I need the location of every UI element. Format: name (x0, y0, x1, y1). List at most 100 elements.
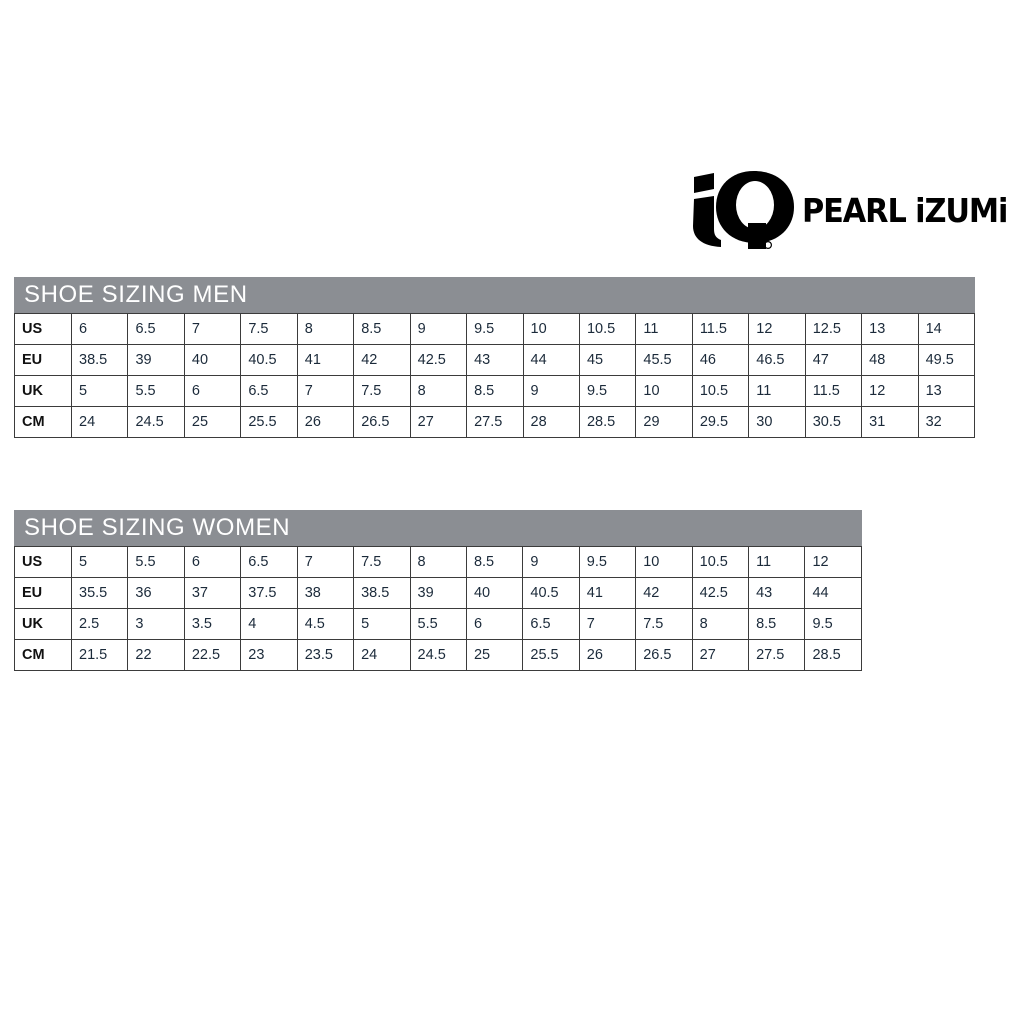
cell: 6.5 (240, 375, 298, 407)
row-label-us: US (14, 313, 72, 345)
cell: 7 (296, 375, 355, 407)
shoe-sizing-men-title: SHOE SIZING MEN (14, 277, 975, 313)
cell: 10 (522, 313, 580, 345)
cell: 6 (183, 375, 242, 407)
cell: 23 (240, 639, 298, 671)
brand-logo: PEARL iZUMi (688, 170, 1008, 252)
table-row: US 6 6.5 7 7.5 8 8.5 9 9.5 10 10.5 11 11… (14, 313, 976, 345)
shoe-sizing-women-table: US 5 5.5 6 6.5 7 7.5 8 8.5 9 9.5 10 10.5… (14, 546, 862, 671)
cell: 42.5 (691, 577, 750, 609)
cell: 30 (748, 406, 806, 438)
cell: 40 (183, 344, 242, 376)
cell: 26 (296, 406, 355, 438)
cell: 27.5 (466, 406, 524, 438)
cell: 8.5 (466, 375, 524, 407)
cell: 12.5 (804, 313, 863, 345)
cell: 6 (70, 313, 129, 345)
cell: 26.5 (635, 639, 693, 671)
cell: 3 (127, 608, 185, 640)
brand-wordmark: PEARL iZUMi (802, 190, 1008, 230)
cell: 24.5 (127, 406, 185, 438)
cell: 10.5 (691, 375, 750, 407)
cell: 6.5 (127, 313, 185, 345)
cell: 38 (296, 577, 355, 609)
table-row: UK 2.5 3 3.5 4 4.5 5 5.5 6 6.5 7 7.5 8 8… (14, 608, 862, 640)
cell: 8.5 (465, 546, 524, 578)
cell: 12 (748, 313, 806, 345)
row-label-eu: EU (14, 577, 72, 609)
cell: 21.5 (70, 639, 129, 671)
cell: 45 (578, 344, 637, 376)
cell: 40 (465, 577, 524, 609)
cell: 22 (127, 639, 185, 671)
cell: 46 (691, 344, 750, 376)
cell: 7.5 (353, 375, 411, 407)
cell: 25 (183, 406, 242, 438)
cell: 40.5 (522, 577, 580, 609)
cell: 38.5 (70, 344, 129, 376)
cell: 10 (635, 375, 693, 407)
cell: 2.5 (70, 608, 129, 640)
cell: 43 (466, 344, 524, 376)
row-label-cm: CM (14, 406, 72, 438)
cell: 5.5 (127, 546, 185, 578)
cell: 9.5 (466, 313, 524, 345)
cell: 12 (861, 375, 919, 407)
cell: 36 (127, 577, 185, 609)
cell: 22.5 (183, 639, 242, 671)
shoe-sizing-men-table: US 6 6.5 7 7.5 8 8.5 9 9.5 10 10.5 11 11… (14, 313, 976, 438)
cell: 37 (183, 577, 242, 609)
cell: 11 (748, 375, 806, 407)
cell: 11 (635, 313, 693, 345)
cell: 10.5 (691, 546, 750, 578)
cell: 28.5 (804, 639, 862, 671)
row-label-uk: UK (14, 375, 72, 407)
cell: 9 (522, 375, 580, 407)
cell: 38.5 (353, 577, 411, 609)
cell: 25 (465, 639, 524, 671)
cell: 4 (240, 608, 298, 640)
table-row: EU 38.5 39 40 40.5 41 42 42.5 43 44 45 4… (14, 344, 976, 376)
cell: 49.5 (917, 344, 976, 376)
cell: 9 (409, 313, 468, 345)
cell: 27.5 (748, 639, 806, 671)
table-row: EU 35.5 36 37 37.5 38 38.5 39 40 40.5 41… (14, 577, 862, 609)
cell: 28 (522, 406, 580, 438)
cell: 8 (691, 608, 750, 640)
cell: 42 (353, 344, 411, 376)
cell: 8 (409, 546, 467, 578)
cell: 3.5 (183, 608, 242, 640)
cell: 11 (748, 546, 806, 578)
cell: 24 (353, 639, 411, 671)
cell: 5 (353, 608, 411, 640)
cell: 29 (635, 406, 693, 438)
cell: 5.5 (409, 608, 467, 640)
row-label-us: US (14, 546, 72, 578)
cell: 11.5 (691, 313, 750, 345)
cell: 42.5 (409, 344, 468, 376)
cell: 32 (917, 406, 976, 438)
cell: 30.5 (804, 406, 863, 438)
cell: 44 (522, 344, 580, 376)
cell: 9.5 (578, 546, 637, 578)
cell: 24.5 (409, 639, 467, 671)
cell: 28.5 (578, 406, 637, 438)
cell: 6.5 (240, 546, 298, 578)
cell: 10.5 (578, 313, 637, 345)
cell: 7.5 (353, 546, 411, 578)
cell: 5.5 (127, 375, 185, 407)
cell: 46.5 (748, 344, 806, 376)
table-row: CM 21.5 22 22.5 23 23.5 24 24.5 25 25.5 … (14, 639, 862, 671)
cell: 11.5 (804, 375, 863, 407)
cell: 39 (127, 344, 185, 376)
cell: 7.5 (240, 313, 298, 345)
cell: 7 (578, 608, 637, 640)
shoe-sizing-women-title: SHOE SIZING WOMEN (14, 510, 862, 546)
cell: 47 (804, 344, 863, 376)
cell: 44 (804, 577, 862, 609)
cell: 35.5 (70, 577, 129, 609)
cell: 6 (183, 546, 242, 578)
cell: 25.5 (522, 639, 580, 671)
cell: 29.5 (691, 406, 750, 438)
cell: 5 (70, 375, 129, 407)
